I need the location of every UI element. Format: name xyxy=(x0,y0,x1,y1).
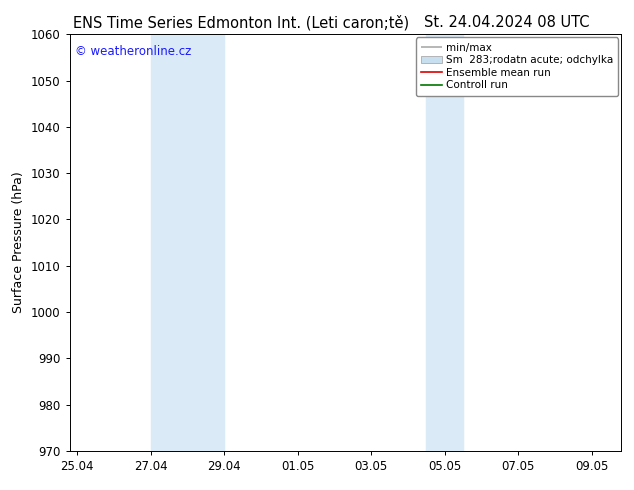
Legend: min/max, Sm  283;rodatn acute; odchylka, Ensemble mean run, Controll run: min/max, Sm 283;rodatn acute; odchylka, … xyxy=(415,37,618,96)
Bar xyxy=(151,34,224,451)
Text: ENS Time Series Edmonton Int. (Leti caron;tě): ENS Time Series Edmonton Int. (Leti caro… xyxy=(73,15,409,30)
Text: © weatheronline.cz: © weatheronline.cz xyxy=(75,45,191,58)
Bar xyxy=(427,34,463,451)
Text: St. 24.04.2024 08 UTC: St. 24.04.2024 08 UTC xyxy=(424,15,590,30)
Y-axis label: Surface Pressure (hPa): Surface Pressure (hPa) xyxy=(13,172,25,314)
